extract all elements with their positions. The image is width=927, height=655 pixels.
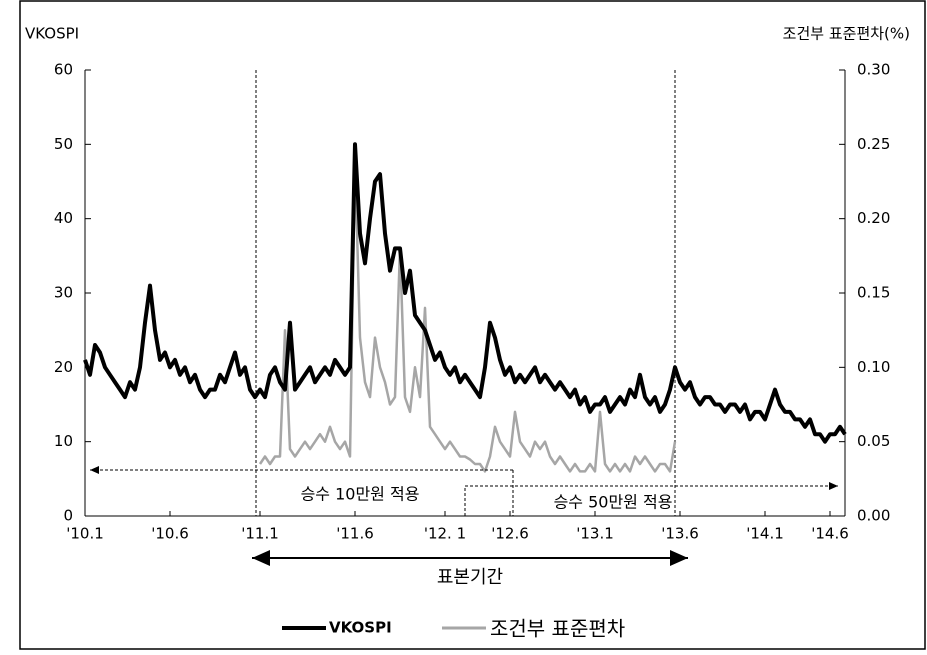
annotation: 승수 50만원 적용 <box>554 493 673 512</box>
x-tick-label: '11.6 <box>336 525 374 543</box>
y-tick-label: 50 <box>54 135 73 153</box>
x-tick-label: '13.6 <box>661 525 699 543</box>
series-line <box>258 157 677 473</box>
y2-tick-label: 0.25 <box>857 135 890 153</box>
legend-label: VKOSPI <box>329 619 392 637</box>
x-tick-label: '12. 1 <box>424 525 466 543</box>
frame <box>19 0 926 650</box>
y-tick-label: 20 <box>54 358 73 376</box>
y2-axis-label: 조건부 표준편차(%) <box>783 25 910 43</box>
x-tick-label: '10.1 <box>66 525 104 543</box>
x-tick-label: '14.6 <box>811 525 849 543</box>
x-tick-label: '11.1 <box>241 525 279 543</box>
y-tick-label: 60 <box>54 61 73 79</box>
y2-tick-label: 0.20 <box>857 209 890 227</box>
y2-tick-label: 0.30 <box>857 61 890 79</box>
x-tick-label: '13.1 <box>576 525 614 543</box>
annotation: 표본기간 <box>437 567 503 588</box>
y-axis-label: VKOSPI <box>25 25 79 43</box>
series-line <box>83 142 847 444</box>
y2-tick-label: 0.05 <box>857 432 890 450</box>
y2-tick-label: 0.15 <box>857 284 890 302</box>
y2-tick-label: 0.00 <box>857 507 890 525</box>
y-tick-label: 0 <box>63 507 73 525</box>
y-tick-label: 10 <box>54 432 73 450</box>
legend-label: 조건부 표준편차 <box>490 617 625 641</box>
range-arrow <box>464 482 838 516</box>
x-tick-label: '12.6 <box>491 525 529 543</box>
y-tick-label: 40 <box>54 209 73 227</box>
y-tick-label: 30 <box>54 284 73 302</box>
y2-tick-label: 0.10 <box>857 358 890 376</box>
annotation: 승수 10만원 적용 <box>301 485 420 504</box>
x-tick-label: '10.6 <box>151 525 189 543</box>
x-tick-label: '14.1 <box>746 525 784 543</box>
